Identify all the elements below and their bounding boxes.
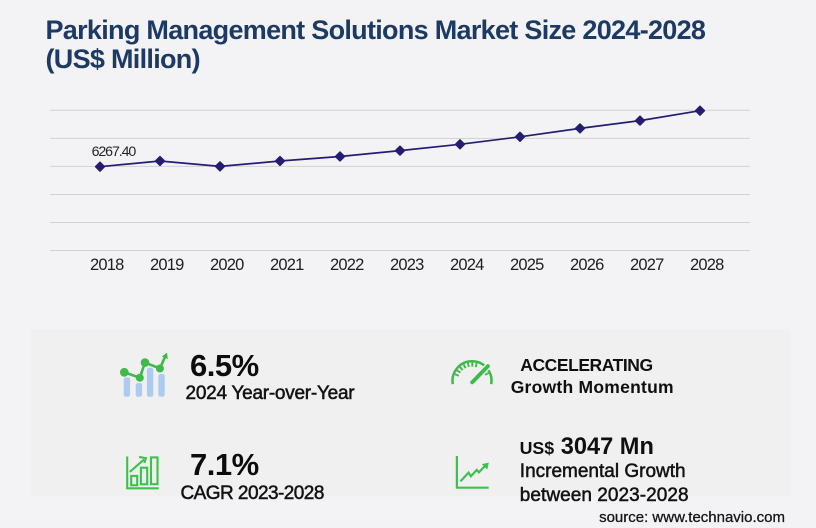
svg-text:2022: 2022 (330, 256, 364, 274)
svg-text:2026: 2026 (570, 256, 604, 274)
svg-text:2023: 2023 (390, 256, 424, 274)
svg-text:2027: 2027 (630, 256, 664, 274)
svg-text:6267.40: 6267.40 (92, 144, 137, 160)
svg-text:2020: 2020 (210, 256, 244, 274)
svg-text:2019: 2019 (150, 256, 184, 274)
svg-text:2028: 2028 (690, 256, 724, 274)
svg-text:2021: 2021 (270, 256, 304, 274)
svg-text:2018: 2018 (90, 256, 124, 274)
svg-text:2025: 2025 (510, 256, 544, 274)
svg-text:2024: 2024 (450, 256, 484, 274)
